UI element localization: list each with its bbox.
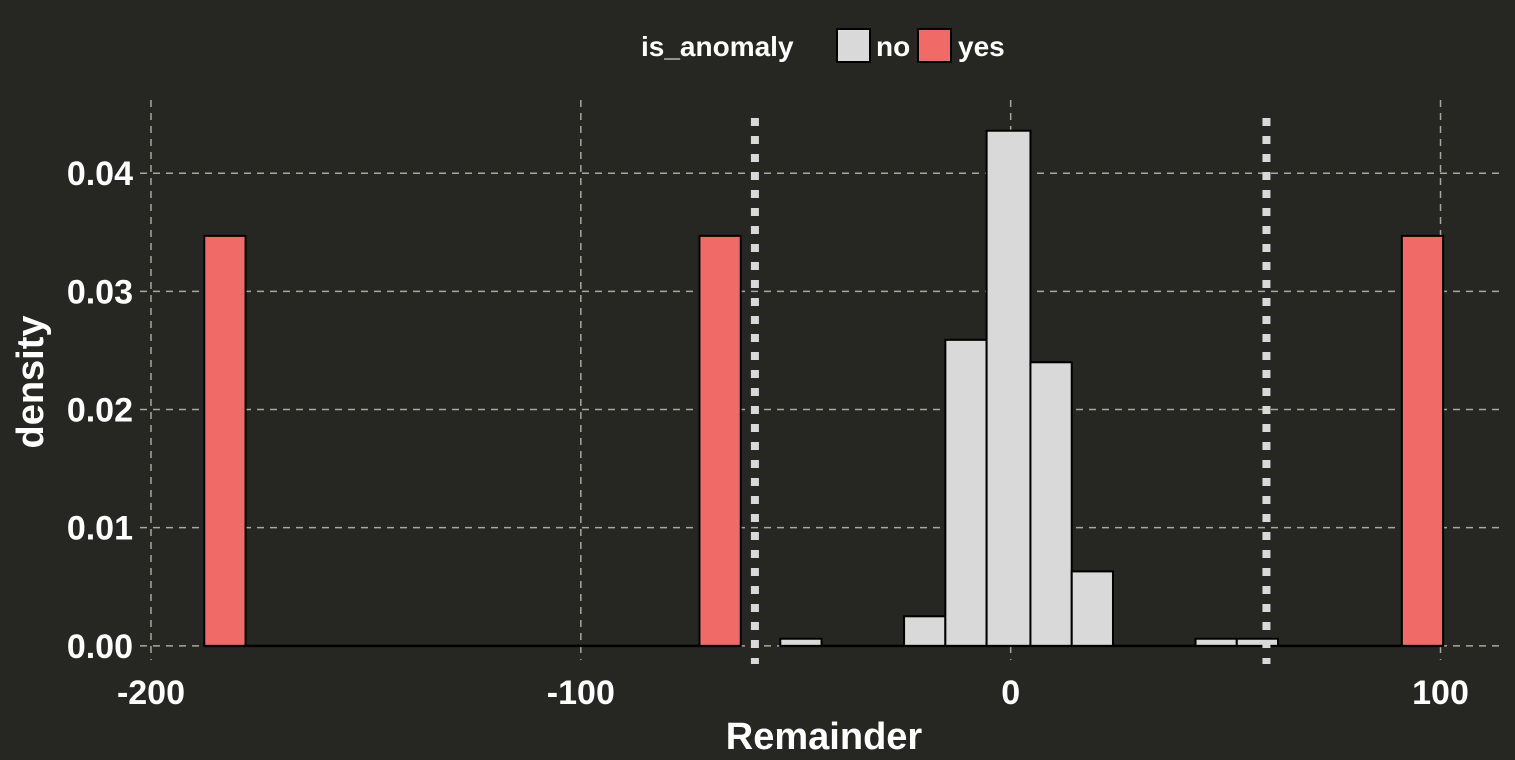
histogram-bar-no (903, 615, 947, 647)
y-tick-label: 0.02 (67, 392, 133, 430)
y-tick-label: 0.00 (67, 628, 133, 666)
tick-labels: 0.00 0.01 0.02 0.03 0.04 -200 -100 0 100 (67, 155, 1469, 712)
legend-swatch-yes (917, 28, 952, 63)
legend-swatch-no (836, 28, 871, 63)
histogram-bar-no (1235, 637, 1280, 647)
histogram-bar-no (944, 338, 988, 647)
legend-label-yes: yes (958, 31, 1005, 62)
y-tick-label: 0.03 (67, 273, 133, 311)
histogram-bar-no (1070, 570, 1114, 647)
histogram-bar-no (1194, 637, 1238, 647)
x-tick-label: 100 (1412, 674, 1469, 712)
histogram-bar-no (985, 129, 1032, 647)
bar-layer (203, 129, 1445, 647)
legend: is_anomaly no yes (641, 28, 1005, 63)
histogram-bar-yes (203, 234, 247, 647)
y-axis-title: density (10, 315, 52, 448)
histogram-bar-yes (698, 234, 742, 647)
histogram-bar-no (1029, 361, 1073, 647)
x-tick-label: -200 (117, 674, 185, 712)
legend-title: is_anomaly (641, 31, 794, 62)
legend-label-no: no (876, 31, 910, 62)
x-tick-label: 0 (1001, 674, 1020, 712)
y-tick-label: 0.01 (67, 510, 133, 548)
threshold-layer (750, 118, 1271, 664)
y-tick-label: 0.04 (67, 155, 133, 193)
histogram-bar-no (779, 637, 823, 647)
x-axis-title: Remainder (726, 716, 923, 758)
x-tick-label: -100 (547, 674, 615, 712)
histogram-bar-yes (1400, 234, 1445, 647)
